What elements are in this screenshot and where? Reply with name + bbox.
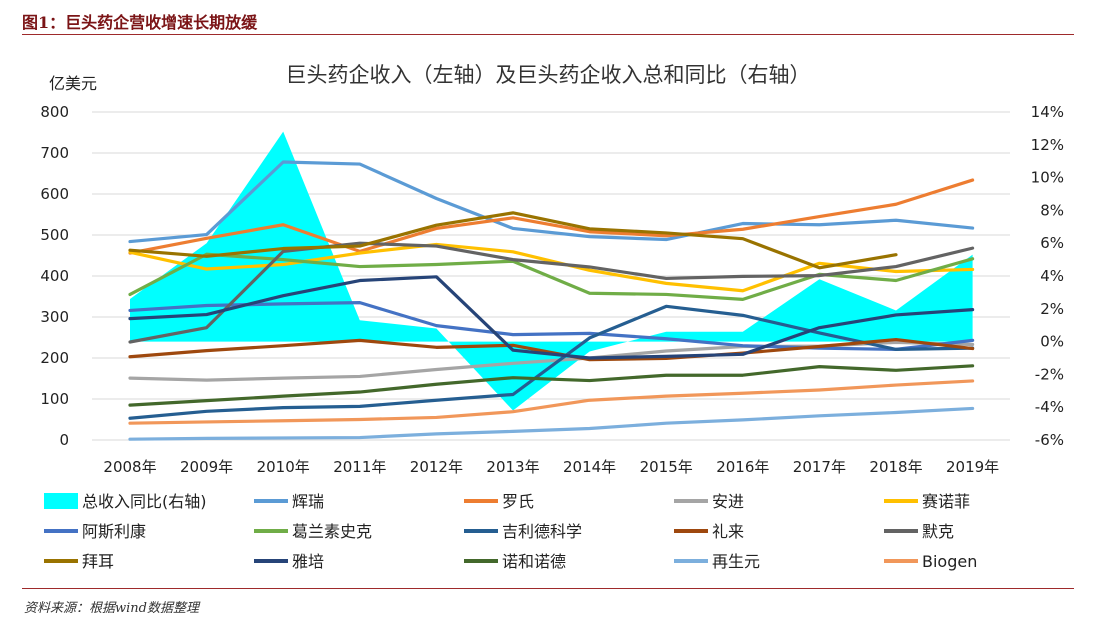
figure-title: 图1：巨头药企营收增速长期放缓 bbox=[22, 13, 258, 32]
legend-label: 默克 bbox=[922, 522, 954, 541]
left-tick-label: 500 bbox=[40, 226, 69, 244]
x-tick-label: 2013年 bbox=[486, 458, 539, 476]
legend-label: 再生元 bbox=[712, 552, 760, 571]
right-tick-label: 2% bbox=[1040, 300, 1064, 318]
series-line-9 bbox=[128, 211, 898, 270]
x-tick-label: 2018年 bbox=[869, 458, 922, 476]
series-line-8 bbox=[128, 241, 975, 344]
x-tick-label: 2015年 bbox=[640, 458, 693, 476]
legend-label: 安进 bbox=[712, 492, 744, 511]
left-axis-unit: 亿美元 bbox=[49, 74, 97, 93]
legend-label: 葛兰素史克 bbox=[292, 522, 372, 541]
legend-label: 阿斯利康 bbox=[82, 522, 146, 541]
right-tick-label: 10% bbox=[1031, 169, 1064, 187]
right-tick-label: -2% bbox=[1035, 365, 1064, 383]
right-tick-label: 8% bbox=[1040, 201, 1064, 219]
right-tick-label: 14% bbox=[1031, 103, 1064, 121]
x-tick-label: 2016年 bbox=[716, 458, 769, 476]
legend-label: Biogen bbox=[922, 552, 977, 571]
left-tick-label: 600 bbox=[40, 185, 69, 203]
legend-label: 罗氏 bbox=[502, 492, 534, 511]
series-line-7 bbox=[128, 337, 975, 362]
series-line-6 bbox=[128, 304, 975, 420]
series-line-1 bbox=[128, 178, 975, 255]
left-tick-label: 700 bbox=[40, 144, 69, 162]
legend-label: 吉利德科学 bbox=[502, 522, 582, 541]
right-tick-label: 6% bbox=[1040, 234, 1064, 252]
axis-labels: 0 100 200 300 400 500 600 700 800 -6% -4% -2% 0% 2% 4%… bbox=[40, 103, 1064, 476]
legend-swatch-area bbox=[44, 493, 78, 509]
series-lines bbox=[128, 160, 975, 441]
chart-title: 巨头药企收入（左轴）及巨头药企收入总和同比（右轴） bbox=[286, 63, 811, 87]
legend-label: 礼来 bbox=[712, 522, 744, 541]
x-tick-label: 2010年 bbox=[257, 458, 310, 476]
right-tick-label: -4% bbox=[1035, 398, 1064, 416]
legend-label: 雅培 bbox=[292, 552, 324, 571]
legend-label: 赛诺菲 bbox=[922, 492, 970, 511]
source-note: 资料来源：根据wind数据整理 bbox=[24, 601, 199, 616]
right-tick-label: 4% bbox=[1040, 267, 1064, 285]
x-tick-label: 2012年 bbox=[410, 458, 463, 476]
left-tick-label: 100 bbox=[40, 390, 69, 408]
series-line-0 bbox=[128, 160, 975, 244]
right-tick-label: -6% bbox=[1035, 431, 1064, 449]
x-tick-label: 2009年 bbox=[180, 458, 233, 476]
series-line-11 bbox=[128, 364, 975, 407]
series-line-12 bbox=[128, 406, 975, 441]
right-tick-label: 12% bbox=[1031, 136, 1064, 154]
series-line-13 bbox=[128, 379, 975, 425]
left-tick-label: 200 bbox=[40, 349, 69, 367]
header-rule bbox=[22, 34, 1074, 35]
left-tick-label: 300 bbox=[40, 308, 69, 326]
legend-label: 辉瑞 bbox=[292, 492, 324, 511]
right-tick-label: 0% bbox=[1040, 333, 1064, 351]
x-tick-label: 2017年 bbox=[793, 458, 846, 476]
x-tick-label: 2008年 bbox=[103, 458, 156, 476]
x-tick-label: 2014年 bbox=[563, 458, 616, 476]
legend-label: 诺和诺德 bbox=[502, 552, 566, 571]
x-tick-label: 2019年 bbox=[946, 458, 999, 476]
footer-rule bbox=[22, 588, 1074, 589]
series-line-10 bbox=[128, 275, 975, 360]
left-tick-label: 0 bbox=[59, 431, 69, 449]
left-tick-label: 800 bbox=[40, 103, 69, 121]
series-line-4 bbox=[128, 301, 975, 351]
x-tick-label: 2011年 bbox=[333, 458, 386, 476]
legend-label: 拜耳 bbox=[82, 552, 114, 571]
left-tick-label: 400 bbox=[40, 267, 69, 285]
legend-label: 总收入同比(右轴) bbox=[82, 492, 207, 511]
